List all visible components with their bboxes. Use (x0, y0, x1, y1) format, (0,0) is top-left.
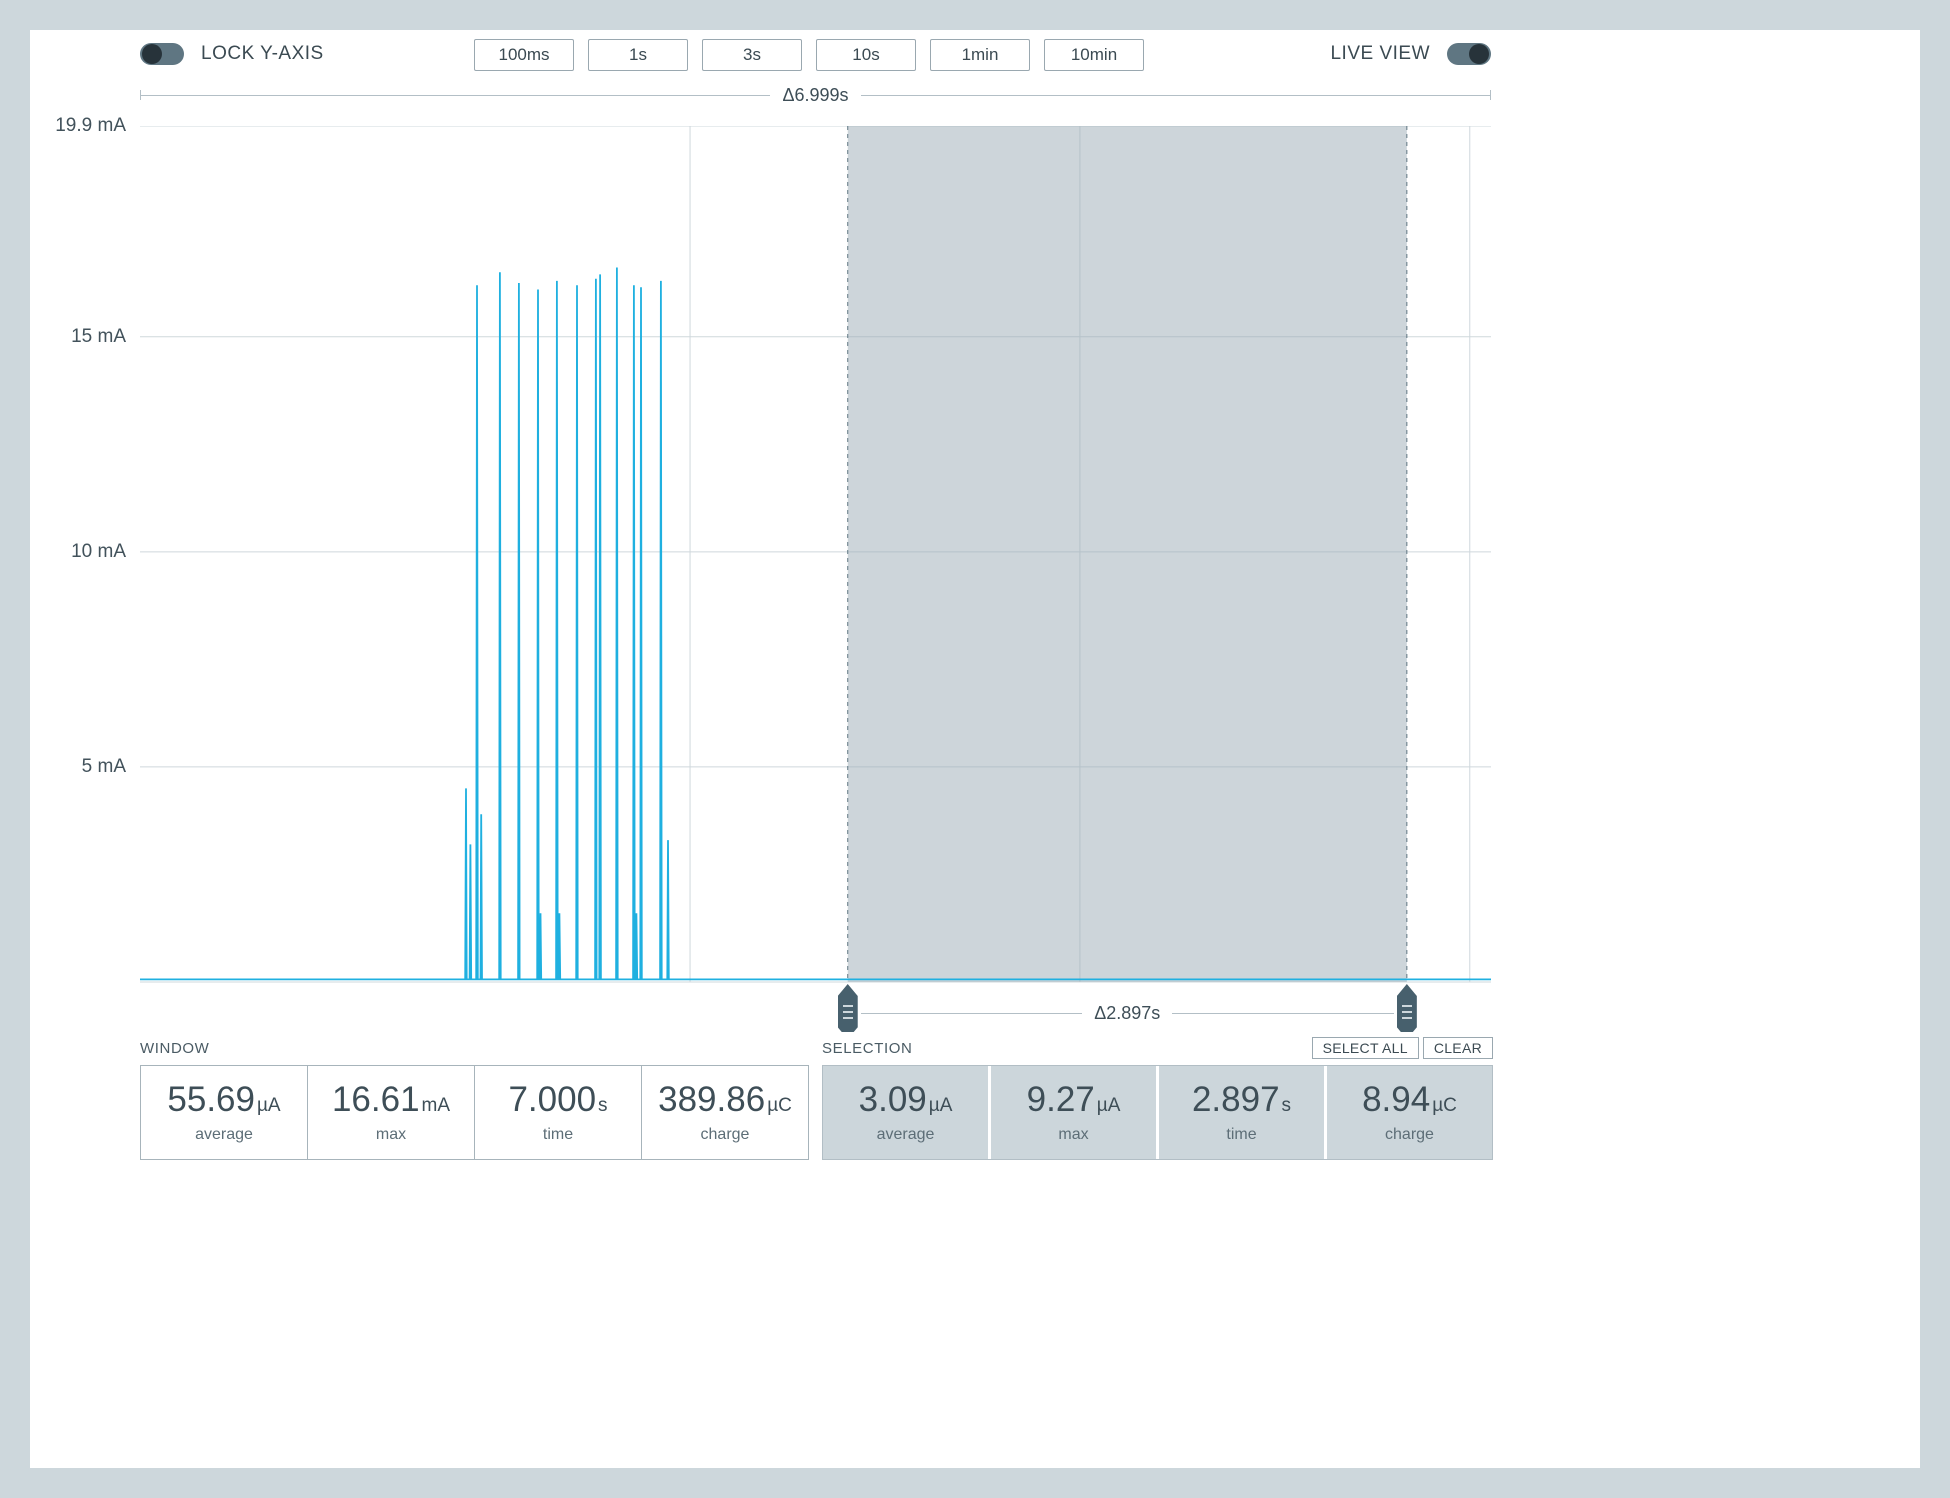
power-profiler-panel: LOCK Y-AXIS 100ms 1s 3s 10s 1min 10min L… (30, 30, 1920, 1468)
stat-selection-charge: 8.94 µC charge (1327, 1066, 1492, 1159)
live-view-label: LIVE VIEW (1330, 43, 1430, 64)
stat-selection-max: 9.27 µA max (991, 1066, 1156, 1159)
stat-label: charge (1385, 1125, 1434, 1143)
selection-stats-title: SELECTION (822, 1039, 913, 1057)
window-button-100ms[interactable]: 100ms (474, 39, 574, 71)
window-stats-title: WINDOW (140, 1039, 210, 1057)
stat-selection-average: 3.09 µA average (823, 1066, 988, 1159)
stat-window-charge: 389.86 µC charge (641, 1065, 809, 1160)
ruler-line (860, 1012, 1083, 1014)
stat-value: 16.61 mA (331, 1079, 451, 1119)
window-stats-header: WINDOW (140, 1036, 812, 1060)
y-axis-tick-label: 5 mA (81, 755, 126, 777)
lock-y-axis-label: LOCK Y-AXIS (201, 43, 324, 64)
stat-label: max (1058, 1125, 1089, 1143)
y-axis-tick-label: 15 mA (71, 325, 126, 347)
stat-label: average (876, 1125, 935, 1143)
live-view-toggle[interactable] (1447, 43, 1491, 65)
stat-window-time: 7.000 s time (474, 1065, 642, 1160)
stat-value: 389.86 µC (658, 1079, 792, 1119)
window-button-10s[interactable]: 10s (816, 39, 916, 71)
stat-label: time (542, 1125, 574, 1143)
lock-y-axis-toggle[interactable] (140, 43, 184, 65)
stat-value: 2.897 s (1191, 1079, 1292, 1119)
ruler-end-tick (140, 90, 141, 100)
stat-selection-time: 2.897 s time (1159, 1066, 1324, 1159)
stat-value: 9.27 µA (1026, 1079, 1121, 1119)
window-button-3s[interactable]: 3s (702, 39, 802, 71)
stat-value: 7.000 s (508, 1079, 608, 1119)
window-button-10min[interactable]: 10min (1044, 39, 1144, 71)
stat-label: max (375, 1125, 407, 1143)
stat-label: charge (700, 1125, 750, 1143)
stat-window-average: 55.69 µA average (140, 1065, 308, 1160)
selection-handle-right[interactable] (1396, 984, 1417, 1032)
time-window-buttons: 100ms 1s 3s 10s 1min 10min (474, 39, 1144, 71)
toggle-knob (142, 44, 162, 64)
stat-label: time (1226, 1125, 1257, 1143)
toggle-knob (1469, 44, 1489, 64)
window-button-1s[interactable]: 1s (588, 39, 688, 71)
stat-value: 55.69 µA (167, 1079, 281, 1119)
handle-grip-icon (1401, 1005, 1412, 1021)
lock-y-axis-control: LOCK Y-AXIS (140, 43, 324, 65)
current-chart-plot-area[interactable] (140, 126, 1491, 984)
selection-stats-row: 3.09 µA average 9.27 µA max 2.897 s time 8.… (822, 1065, 1493, 1160)
stat-value: 3.09 µA (858, 1079, 953, 1119)
ruler-end-tick (1490, 90, 1492, 100)
selection-delta-ruler: Δ2.897s (860, 1003, 1394, 1023)
selection-handle-left[interactable] (837, 984, 858, 1032)
window-stats-row: 55.69 µA average 16.61 mA max 7.000 s time … (140, 1065, 809, 1160)
window-delta-label: Δ6.999s (782, 84, 849, 105)
handle-grip-icon (842, 1005, 853, 1021)
select-all-button[interactable]: SELECT ALL (1311, 1037, 1419, 1059)
clear-selection-button[interactable]: CLEAR (1422, 1037, 1493, 1059)
selection-delta-label: Δ2.897s (1094, 1002, 1161, 1023)
y-axis-tick-label: 10 mA (71, 540, 126, 562)
ruler-line (1172, 1012, 1394, 1014)
stat-value: 8.94 µC (1362, 1079, 1457, 1119)
y-axis-tick-label: 19.9 mA (55, 115, 126, 136)
stat-window-max: 16.61 mA max (307, 1065, 475, 1160)
stat-label: average (195, 1125, 253, 1143)
ruler-line (860, 94, 1491, 96)
selection-stats-header: SELECTION SELECT ALL CLEAR (822, 1036, 1493, 1060)
live-view-control: LIVE VIEW (1330, 43, 1491, 65)
ruler-line (141, 94, 771, 96)
window-button-1min[interactable]: 1min (930, 39, 1030, 71)
window-delta-ruler: Δ6.999s (140, 85, 1492, 105)
